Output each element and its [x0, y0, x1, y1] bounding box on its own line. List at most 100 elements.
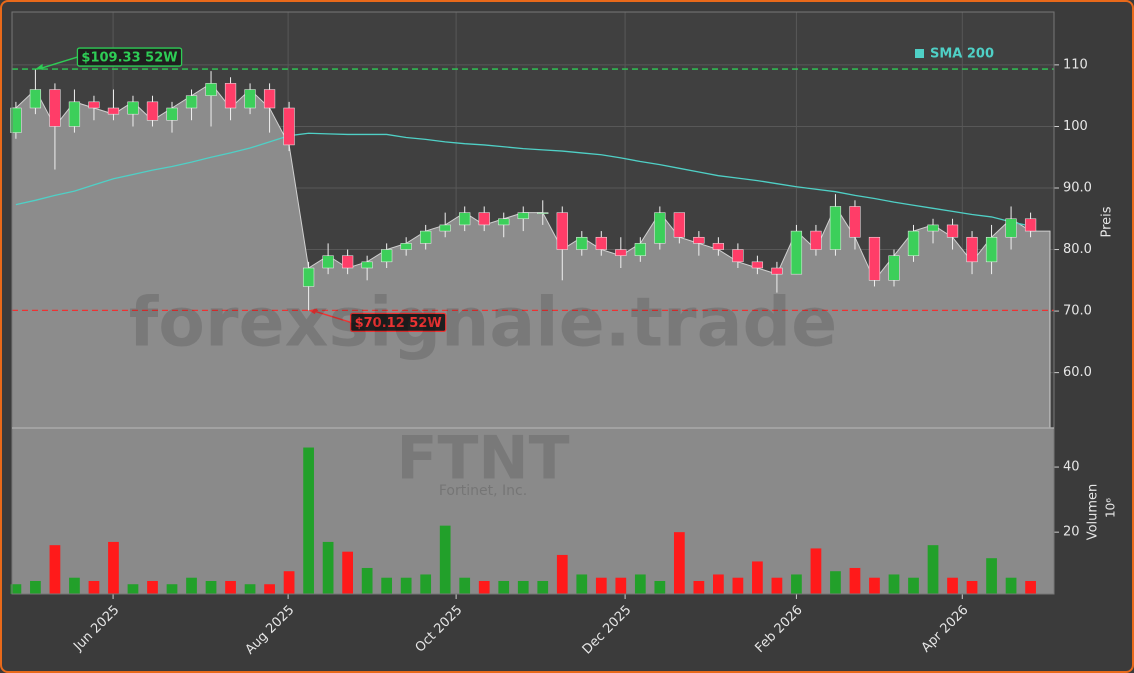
y-tick-label: 100: [1063, 119, 1088, 134]
volume-bar: [147, 580, 158, 594]
company-watermark: Fortinet, Inc.: [439, 483, 527, 499]
volume-bar: [283, 571, 295, 594]
volume-bar: [166, 584, 178, 594]
candle-body: [537, 212, 549, 214]
candle-body: [478, 212, 490, 226]
volume-bar: [908, 577, 919, 594]
candle-body: [127, 101, 139, 115]
candle-body: [966, 236, 978, 263]
volume-bar: [244, 584, 256, 594]
volume-bar: [595, 577, 607, 594]
x-tick-label: Oct 2025: [413, 603, 466, 656]
volume-bar: [673, 532, 685, 594]
x-tick-label: Feb 2026: [753, 603, 806, 656]
candle-body: [322, 255, 334, 269]
volume-panel: [12, 428, 1054, 594]
volume-bar: [732, 577, 744, 594]
candle-body: [381, 249, 393, 263]
volume-bar: [752, 561, 763, 594]
candle-body: [829, 206, 842, 250]
watermark: forexsignale.trade: [129, 284, 838, 363]
volume-bar: [264, 584, 275, 594]
candle-body: [88, 101, 100, 109]
volume-bar: [654, 580, 666, 594]
volume-bar: [342, 551, 353, 594]
sma-line: [15, 132, 1031, 227]
volume-y-tick-label: 40: [1063, 460, 1080, 475]
volume-bar: [576, 574, 588, 594]
annotation-arrow: [311, 309, 351, 324]
candle-body: [10, 107, 22, 133]
volume-bar: [556, 554, 568, 594]
volume-axis-label: Volumen: [1086, 484, 1101, 541]
candle-body: [907, 230, 920, 256]
volume-bar: [108, 541, 119, 594]
candle-body: [868, 236, 881, 281]
volume-bar: [849, 567, 861, 594]
candle-body: [224, 83, 237, 109]
annotation-label: $109.33 52W: [81, 51, 177, 66]
volume-bar: [439, 525, 451, 594]
candle-body: [927, 224, 939, 232]
x-tick-label: Apr 2026: [919, 603, 972, 656]
candle-body: [985, 236, 998, 263]
volume-bar: [713, 574, 724, 594]
y-axis-label: Preis: [1100, 206, 1115, 237]
candle-body: [517, 212, 529, 220]
volume-bar: [10, 584, 22, 594]
x-tick-label: Jun 2025: [70, 603, 122, 655]
candle-body: [205, 83, 217, 96]
x-tick-label: Dec 2025: [580, 603, 635, 658]
candle-body: [732, 249, 744, 263]
candle-body: [712, 243, 724, 250]
volume-bar: [771, 577, 783, 594]
annotation-box: [349, 312, 447, 332]
volume-bar: [517, 580, 529, 594]
candle-body: [498, 218, 510, 226]
candle-body: [634, 243, 646, 256]
y-tick-label: 90.0: [1063, 181, 1092, 196]
volume-bar: [459, 577, 471, 594]
volume-bar: [478, 580, 490, 594]
candle-body: [263, 89, 276, 109]
legend-label: SMA 200: [930, 47, 994, 62]
volume-bar: [127, 584, 139, 594]
candle-body: [400, 243, 412, 250]
volume-bar: [322, 541, 334, 594]
candle-body: [576, 236, 588, 250]
candle-body: [439, 224, 451, 232]
volume-bar: [225, 580, 236, 594]
candle-body: [1005, 218, 1017, 238]
y-tick-label: 70.0: [1063, 304, 1092, 319]
candle-body: [771, 267, 783, 275]
annotation-label: $70.12 52W: [355, 316, 442, 331]
candle-body: [107, 107, 120, 115]
volume-bar: [830, 571, 841, 594]
candle-body: [888, 255, 900, 281]
annotation-box: [76, 47, 183, 67]
volume-bar: [361, 567, 373, 594]
volume-bar: [381, 577, 393, 594]
x-tick-label: Aug 2025: [243, 603, 298, 658]
candle-body: [49, 89, 61, 127]
volume-bar: [615, 577, 627, 594]
volume-bar: [888, 574, 900, 594]
candle-body: [1024, 218, 1037, 232]
volume-bar: [498, 580, 510, 594]
volume-bar: [1005, 577, 1017, 594]
volume-bar: [927, 545, 939, 594]
y-tick-label: 60.0: [1063, 365, 1092, 380]
y-tick-label: 110: [1063, 57, 1088, 72]
candle-body: [790, 230, 803, 275]
volume-bar: [810, 548, 822, 594]
volume-bar: [869, 577, 880, 594]
volume-bar: [537, 580, 549, 594]
price-area: [11, 82, 1051, 429]
annotation-arrow: [38, 56, 78, 70]
volume-bar: [88, 580, 100, 594]
volume-bar: [1025, 580, 1036, 594]
candle-body: [595, 236, 607, 250]
candle-body: [244, 89, 256, 109]
